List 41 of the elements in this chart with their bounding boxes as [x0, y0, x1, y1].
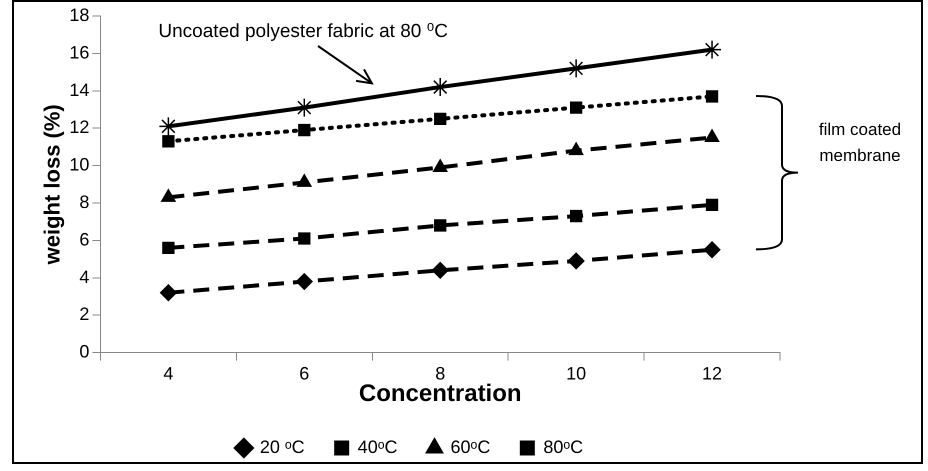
y-tick-label: 10	[69, 154, 90, 175]
point	[434, 112, 446, 126]
point	[160, 284, 177, 302]
point	[434, 219, 446, 232]
point	[706, 90, 718, 103]
legend-label: 60ᵒC	[450, 436, 490, 457]
point	[702, 40, 722, 60]
point	[162, 242, 175, 254]
point	[570, 101, 582, 114]
y-tick-label: 4	[79, 266, 90, 287]
point	[162, 135, 175, 148]
point	[294, 98, 314, 118]
text: film coated membrane	[818, 119, 902, 168]
annotation: Uncoated polyester fabric at 80 ⁰C	[158, 20, 448, 43]
x-tick-label: 10	[566, 363, 586, 384]
y-axis-title: weight loss (%)	[39, 104, 64, 266]
legend-label: 80ᵒC	[543, 436, 584, 457]
y-tick-label: 16	[69, 42, 90, 62]
point	[706, 198, 718, 212]
point	[432, 262, 449, 279]
y-tick-label: 14	[69, 80, 90, 100]
point	[566, 58, 586, 78]
x-tick-label: 4	[163, 363, 174, 384]
point	[158, 116, 178, 136]
x-tick-label: 6	[299, 363, 310, 384]
y-tick-label: 2	[79, 304, 90, 324]
point	[704, 241, 721, 258]
point	[568, 252, 585, 270]
legend-label: 40ᵒC	[358, 436, 398, 457]
y-tick-label: 12	[69, 117, 90, 138]
point	[298, 124, 310, 136]
y-tick-label: 6	[79, 229, 90, 250]
y-tick-label: 18	[69, 4, 90, 25]
y-tick-label: 8	[79, 192, 90, 212]
point	[430, 77, 450, 97]
x-tick-label: 12	[702, 363, 722, 384]
point	[570, 210, 582, 222]
legend-label: 20 ᵒC	[260, 436, 305, 457]
point	[298, 232, 310, 245]
point	[296, 273, 313, 290]
y-tick-label: 0	[79, 342, 90, 362]
